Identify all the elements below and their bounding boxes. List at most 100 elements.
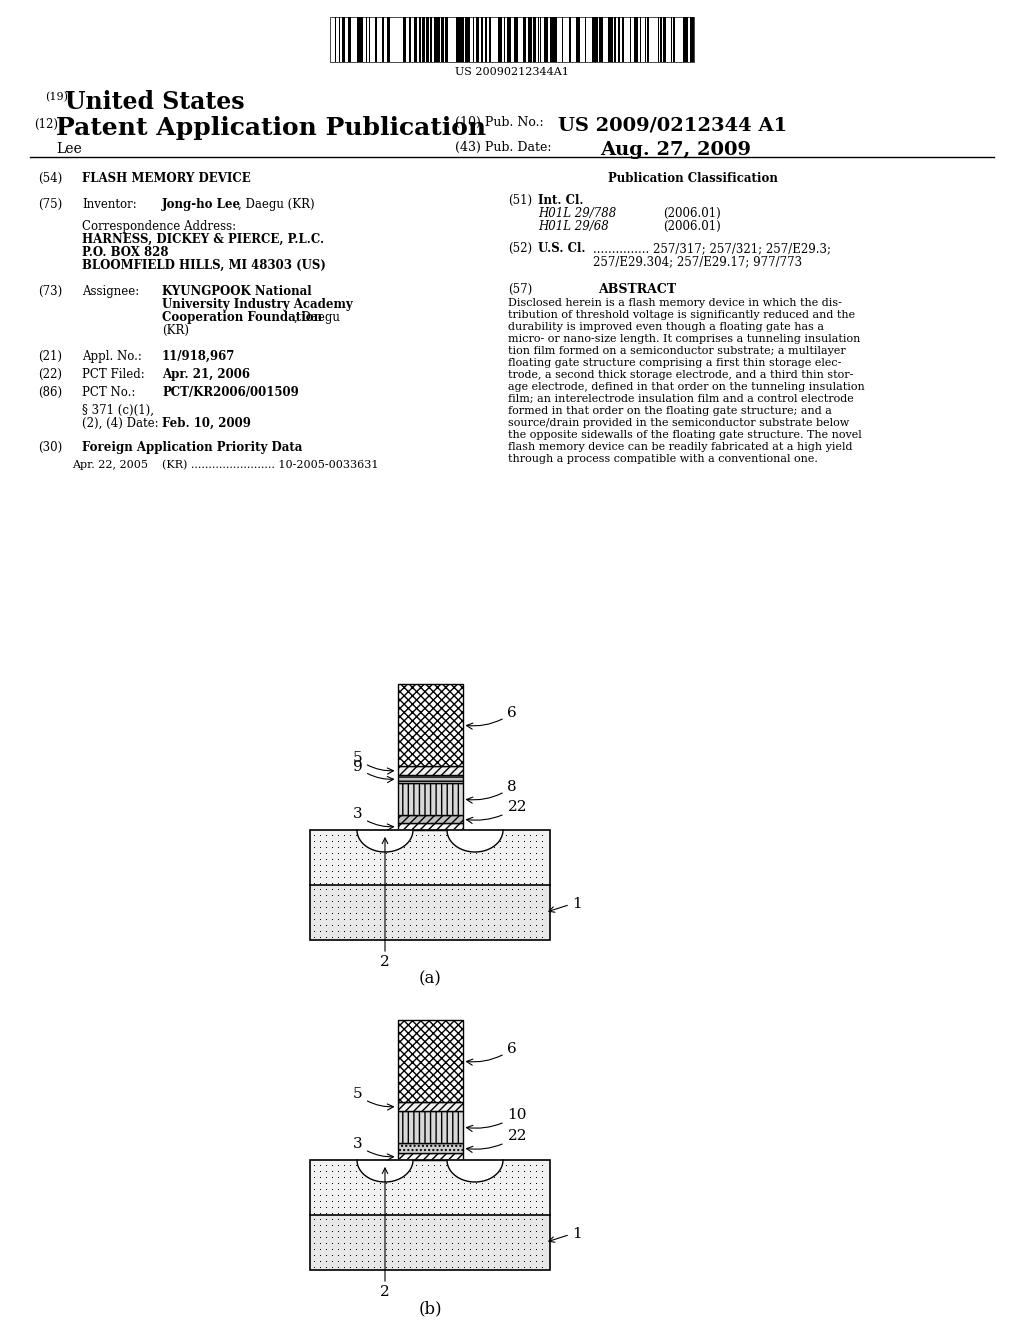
Bar [361, 17, 362, 62]
Bar [553, 17, 556, 62]
Text: (19): (19) [45, 92, 68, 103]
Bar [397, 1020, 463, 1102]
Text: PCT/KR2006/001509: PCT/KR2006/001509 [162, 385, 299, 399]
Text: 1: 1 [572, 1228, 582, 1242]
Text: 257/E29.304; 257/E29.17; 977/773: 257/E29.304; 257/E29.17; 977/773 [593, 255, 802, 268]
Bar [397, 814, 463, 822]
Bar [310, 1214, 550, 1270]
Bar [461, 17, 463, 62]
Text: FLASH MEMORY DEVICE: FLASH MEMORY DEVICE [82, 172, 251, 185]
Bar [523, 17, 525, 62]
Text: (30): (30) [38, 441, 62, 454]
Bar [635, 17, 638, 62]
Bar [596, 17, 598, 62]
Text: flash memory device can be readily fabricated at a high yield: flash memory device can be readily fabri… [508, 442, 853, 451]
Text: (KR): (KR) [162, 323, 189, 337]
Text: age electrode, defined in that order on the tunneling insulation: age electrode, defined in that order on … [508, 381, 864, 392]
Bar [618, 17, 620, 62]
Bar [516, 17, 518, 62]
Text: (b): (b) [418, 1300, 441, 1317]
Bar [592, 17, 595, 62]
Bar [426, 17, 429, 62]
Text: (43) Pub. Date:: (43) Pub. Date: [455, 141, 552, 154]
Text: (73): (73) [38, 285, 62, 298]
Text: US 20090212344A1: US 20090212344A1 [455, 67, 569, 77]
Text: formed in that order on the floating gate structure; and a: formed in that order on the floating gat… [508, 407, 831, 416]
Text: 11/918,967: 11/918,967 [162, 350, 236, 363]
Bar [397, 684, 463, 766]
Bar [601, 17, 603, 62]
Text: Assignee:: Assignee: [82, 285, 139, 298]
Bar [397, 1102, 463, 1111]
Bar [507, 17, 509, 62]
Text: floating gate structure comprising a first thin storage elec-: floating gate structure comprising a fir… [508, 358, 842, 368]
Text: 5: 5 [352, 751, 393, 774]
Bar [445, 17, 449, 62]
Bar [430, 17, 432, 62]
Bar [569, 17, 571, 62]
Bar [498, 17, 500, 62]
Bar [397, 1111, 463, 1143]
Polygon shape [357, 1160, 413, 1181]
Text: Jong-ho Lee: Jong-ho Lee [162, 198, 241, 211]
Bar [397, 783, 463, 814]
Bar [441, 17, 443, 62]
Text: 8: 8 [467, 780, 517, 803]
Text: Cooperation Foundation: Cooperation Foundation [162, 312, 323, 323]
Bar [647, 17, 649, 62]
Bar [397, 1143, 463, 1152]
Text: source/drain provided in the semiconductor substrate below: source/drain provided in the semiconduct… [508, 418, 849, 428]
Text: (52): (52) [508, 242, 532, 255]
Text: (22): (22) [38, 368, 62, 381]
Text: BLOOMFIELD HILLS, MI 48303 (US): BLOOMFIELD HILLS, MI 48303 (US) [82, 259, 326, 272]
Bar [310, 1160, 550, 1214]
Text: 3: 3 [352, 1138, 393, 1160]
Text: 22: 22 [467, 1129, 527, 1152]
Text: film; an interelectrode insulation film and a control electrode: film; an interelectrode insulation film … [508, 393, 854, 404]
Text: the opposite sidewalls of the floating gate structure. The novel: the opposite sidewalls of the floating g… [508, 430, 862, 440]
Bar [310, 1160, 550, 1270]
Text: Appl. No.:: Appl. No.: [82, 350, 142, 363]
Bar [357, 17, 359, 62]
Text: Aug. 27, 2009: Aug. 27, 2009 [600, 141, 751, 158]
Text: H01L 29/68: H01L 29/68 [538, 220, 608, 234]
Bar [485, 17, 487, 62]
Text: , Daegu (KR): , Daegu (KR) [238, 198, 314, 211]
Text: 6: 6 [467, 706, 517, 729]
Text: Patent Application Publication: Patent Application Publication [56, 116, 486, 140]
Text: (75): (75) [38, 198, 62, 211]
Text: 22: 22 [467, 800, 527, 824]
Text: P.O. BOX 828: P.O. BOX 828 [82, 246, 169, 259]
Text: (2006.01): (2006.01) [663, 207, 721, 220]
Text: (86): (86) [38, 385, 62, 399]
Bar [397, 775, 463, 783]
Bar [577, 17, 580, 62]
Bar [690, 17, 692, 62]
Text: § 371 (c)(1),: § 371 (c)(1), [82, 404, 154, 417]
Text: 10: 10 [467, 1107, 527, 1131]
Text: Publication Classification: Publication Classification [608, 172, 778, 185]
Bar [397, 1152, 463, 1160]
Bar [663, 17, 665, 62]
Text: Apr. 22, 2005    (KR) ........................ 10-2005-0033631: Apr. 22, 2005 (KR) .....................… [72, 459, 379, 470]
Text: (a): (a) [419, 970, 441, 987]
Bar [415, 17, 417, 62]
Text: H01L 29/788: H01L 29/788 [538, 207, 616, 220]
Text: 5: 5 [352, 1088, 393, 1110]
Bar [397, 766, 463, 775]
Text: Correspondence Address:: Correspondence Address: [82, 220, 237, 234]
Bar [466, 17, 468, 62]
Text: Feb. 10, 2009: Feb. 10, 2009 [162, 417, 251, 430]
Bar [419, 17, 421, 62]
Bar [330, 17, 694, 62]
Text: Int. Cl.: Int. Cl. [538, 194, 584, 207]
Text: tribution of threshold voltage is significantly reduced and the: tribution of threshold voltage is signif… [508, 310, 855, 319]
Bar [509, 17, 511, 62]
Bar [310, 830, 550, 884]
Bar [348, 17, 351, 62]
Bar [608, 17, 611, 62]
Bar [382, 17, 384, 62]
Bar [476, 17, 479, 62]
Text: PCT Filed:: PCT Filed: [82, 368, 144, 381]
Bar [310, 884, 550, 940]
